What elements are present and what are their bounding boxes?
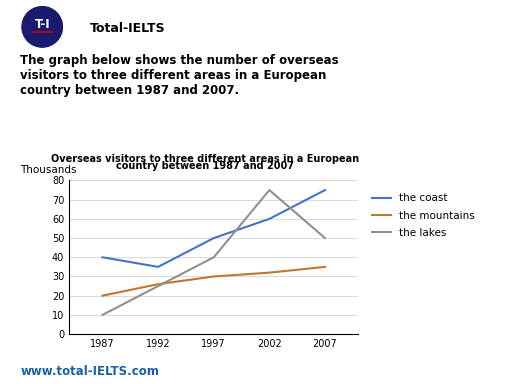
- Legend: the coast, the mountains, the lakes: the coast, the mountains, the lakes: [372, 194, 475, 238]
- Text: Total-IELTS: Total-IELTS: [90, 22, 165, 35]
- Text: Thousands: Thousands: [20, 165, 77, 175]
- Text: country between 1987 and 2007.: country between 1987 and 2007.: [20, 84, 240, 98]
- Text: www.total-IELTS.com: www.total-IELTS.com: [20, 365, 159, 378]
- Circle shape: [22, 7, 62, 47]
- Text: T-I: T-I: [34, 18, 50, 31]
- Text: visitors to three different areas in a European: visitors to three different areas in a E…: [20, 69, 327, 82]
- Text: The graph below shows the number of overseas: The graph below shows the number of over…: [20, 54, 339, 67]
- Text: country between 1987 and 2007: country between 1987 and 2007: [116, 161, 294, 171]
- Text: Overseas visitors to three different areas in a European: Overseas visitors to three different are…: [51, 154, 359, 164]
